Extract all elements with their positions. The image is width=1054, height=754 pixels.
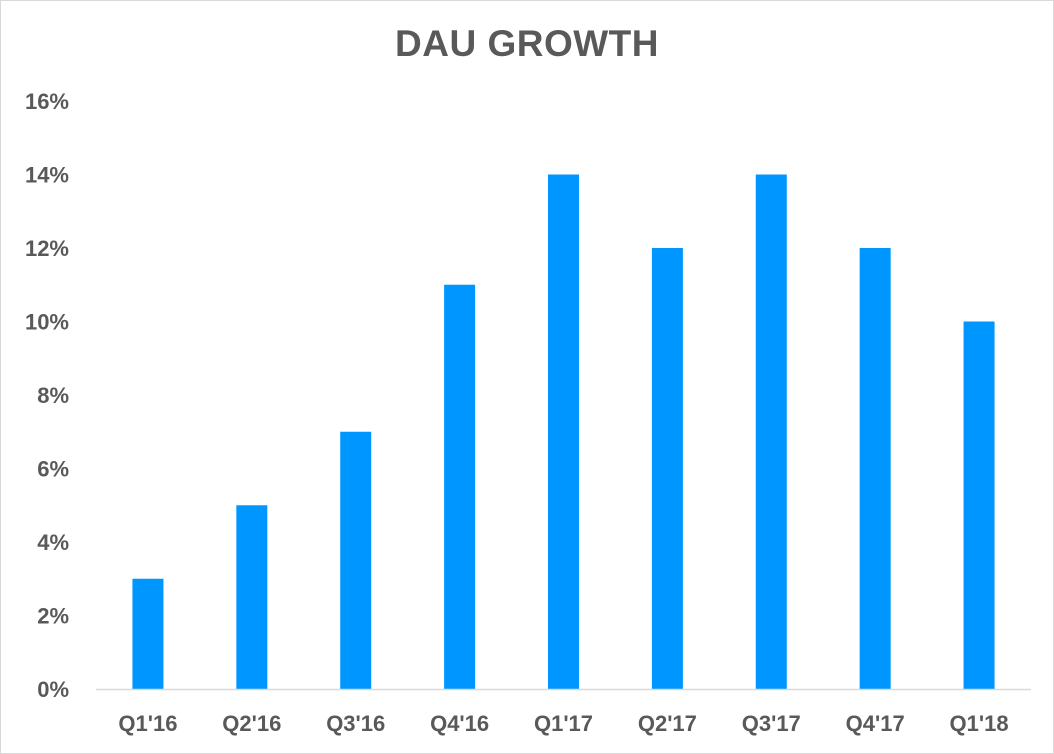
x-tick-label: Q2'17	[638, 711, 697, 736]
y-tick-label: 2%	[37, 604, 69, 629]
x-tick-label: Q3'17	[742, 711, 801, 736]
y-axis: 0% 2% 4% 6% 8% 10% 12% 14% 16%	[25, 89, 69, 702]
y-tick-label: 16%	[25, 89, 69, 114]
y-tick-label: 10%	[25, 310, 69, 335]
x-tick-label: Q4'16	[430, 711, 489, 736]
x-axis: Q1'16 Q2'16 Q3'16 Q4'16 Q1'17 Q2'17 Q3'17 Q4'17…	[118, 711, 1008, 736]
x-tick-label: Q1'16	[118, 711, 177, 736]
bar	[548, 174, 579, 689]
bar	[340, 431, 372, 689]
bar	[963, 321, 995, 689]
x-tick-label: Q1'17	[534, 711, 593, 736]
bar-series	[132, 174, 995, 689]
y-tick-label: 12%	[25, 236, 69, 261]
x-tick-label: Q3'16	[326, 711, 385, 736]
y-tick-label: 14%	[25, 163, 69, 188]
x-tick-label: Q1'18	[950, 711, 1009, 736]
chart-title: DAU GROWTH	[395, 23, 659, 64]
y-tick-label: 4%	[37, 530, 69, 555]
bar	[755, 174, 787, 689]
bar	[236, 505, 268, 689]
y-tick-label: 6%	[37, 457, 69, 482]
y-tick-label: 8%	[37, 383, 69, 408]
y-tick-label: 0%	[37, 677, 69, 702]
x-tick-label: Q2'16	[222, 711, 281, 736]
bar	[651, 248, 683, 689]
bar	[132, 578, 164, 689]
bar	[444, 284, 476, 689]
x-tick-label: Q4'17	[846, 711, 905, 736]
bar	[859, 248, 891, 689]
